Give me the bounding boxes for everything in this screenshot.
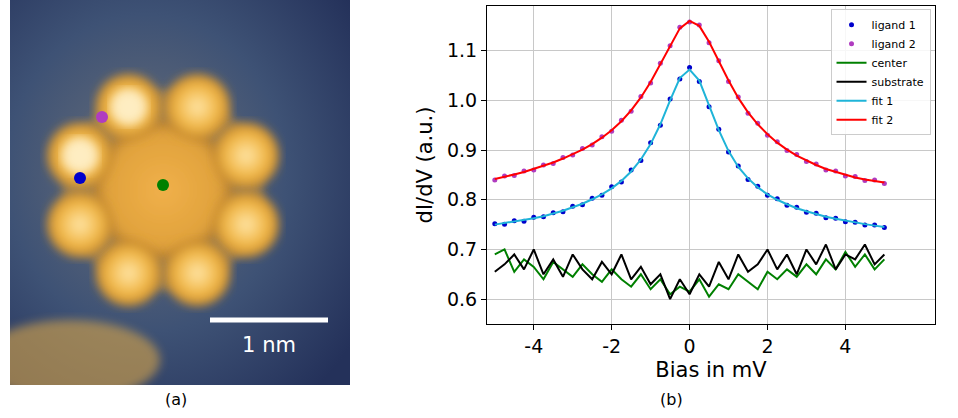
svg-text:2: 2 [761, 335, 773, 357]
svg-text:1.1: 1.1 [447, 39, 477, 61]
svg-text:0.9: 0.9 [447, 139, 477, 161]
svg-text:0.7: 0.7 [447, 238, 477, 260]
svg-text:fit 1: fit 1 [872, 95, 894, 108]
svg-text:-4: -4 [524, 335, 543, 357]
svg-text:ligand 2: ligand 2 [872, 38, 916, 51]
html-text:(b): (b) [660, 390, 683, 409]
svg-text:4: 4 [839, 335, 851, 357]
svg-text:1.0: 1.0 [447, 89, 477, 111]
svg-text:dI/dV (a.u.): dI/dV (a.u.) [413, 107, 437, 224]
svg-text:ligand 1: ligand 1 [872, 19, 916, 32]
svg-text:0: 0 [684, 335, 696, 357]
svg-text:substrate: substrate [872, 76, 924, 89]
svg-text:-2: -2 [602, 335, 621, 357]
svg-text:fit 2: fit 2 [872, 114, 894, 127]
svg-text:center: center [872, 57, 908, 70]
svg-text:Bias in mV: Bias in mV [655, 358, 767, 382]
svg-text:0.6: 0.6 [447, 288, 477, 310]
svg-text:1 nm: 1 nm [242, 333, 296, 357]
html-text:(a): (a) [165, 390, 188, 409]
svg-text:0.8: 0.8 [447, 188, 477, 210]
